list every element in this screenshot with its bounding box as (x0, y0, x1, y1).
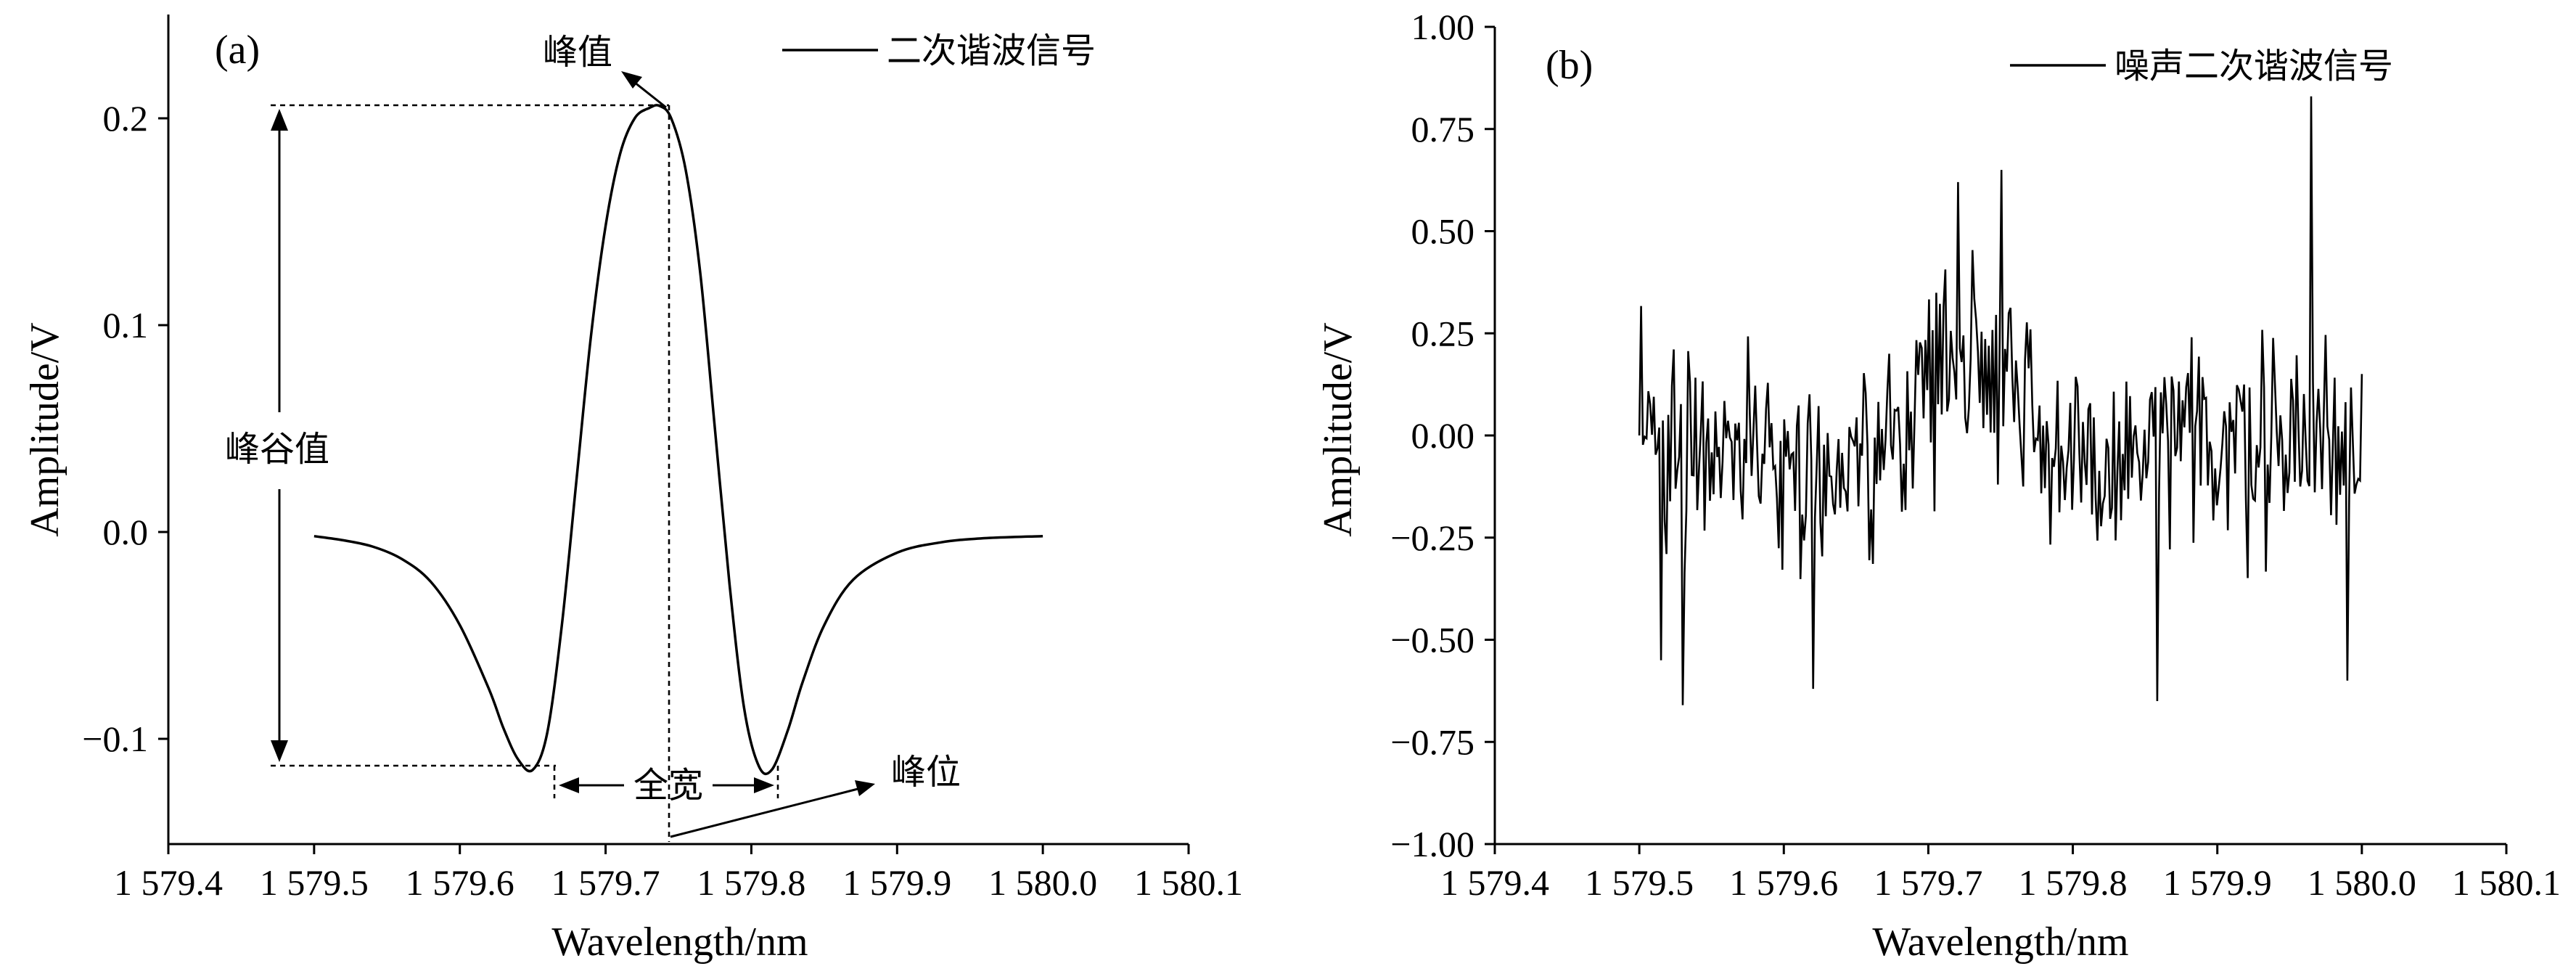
a-peak-position-arrow (670, 786, 864, 838)
b-x-tick-label: 1 579.6 (1729, 862, 1838, 903)
a-panel-label: (a) (215, 28, 260, 73)
b-y-tick-label: 1.00 (1411, 7, 1475, 47)
a-x-tick-label: 1 579.5 (260, 862, 369, 903)
a-legend-entry: 二次谐波信号 (887, 32, 1096, 70)
a-annotation-arrows (218, 71, 875, 838)
a-x-tick-label: 1 579.8 (697, 862, 805, 903)
b-y-tick-label: −0.25 (1390, 517, 1474, 558)
a-y-tick-label: 0.1 (103, 305, 149, 345)
a-y-tick-label: 0.2 (103, 98, 149, 139)
b-x-tick-label: 1 579.5 (1585, 862, 1694, 903)
a-full-width-annotation: 全宽 (633, 766, 703, 805)
a-x-tick-label: 1 579.6 (406, 862, 514, 903)
b-y-tick-label: −0.75 (1390, 721, 1474, 762)
chart-a: 1 579.4 1 579.5 1 579.6 1 579.7 1 579.8 1 579… (22, 15, 1243, 965)
b-x-tick-label: 1 579.4 (1440, 862, 1549, 903)
a-x-tick-label: 1 579.7 (551, 862, 660, 903)
a-x-tick-label: 1 580.0 (988, 862, 1097, 903)
a-y-tick-label: −0.1 (82, 719, 148, 759)
b-x-axis-label: Wavelength/nm (1872, 920, 2128, 965)
a-peak-position-annotation: 峰位 (891, 753, 961, 792)
a-x-tick-label: 1 579.4 (114, 862, 223, 903)
b-y-tick-label: −1.00 (1390, 824, 1474, 864)
a-ptv-arrowhead-down (271, 740, 288, 762)
b-x-tick-label: 1 580.0 (2308, 862, 2416, 903)
a-tick-labels: 1 579.4 1 579.5 1 579.6 1 579.7 1 579.8 1 579… (82, 98, 1243, 903)
a-y-axis-label: Amplitude/V (22, 322, 67, 537)
a-peak-position-arrowhead (855, 780, 875, 796)
b-y-tick-label: 0.00 (1411, 415, 1475, 456)
a-x-tick-label: 1 580.1 (1134, 862, 1243, 903)
b-tick-marks (1485, 25, 2508, 854)
a-tick-marks (158, 117, 1190, 854)
a-legend: 二次谐波信号 (782, 32, 1096, 70)
a-annotation-guides (271, 104, 779, 842)
a-peak-to-valley-annotation: 峰谷值 (225, 430, 329, 469)
a-ptv-label-bg (218, 412, 341, 489)
a-peak-arrow (631, 78, 667, 109)
b-x-tick-label: 1 579.7 (1874, 862, 1982, 903)
a-series-line (313, 104, 1043, 776)
a-peak-annotation: 峰值 (543, 33, 612, 72)
a-fw-arrowhead-right (754, 777, 774, 793)
b-y-tick-label: −0.50 (1390, 620, 1474, 660)
a-x-axis-label: Wavelength/nm (551, 920, 808, 965)
a-x-tick-label: 1 579.9 (842, 862, 951, 903)
a-peak-arrowhead (621, 71, 642, 89)
b-y-tick-label: 0.75 (1411, 109, 1475, 150)
a-ptv-arrowhead-up (271, 109, 288, 131)
b-x-tick-label: 1 579.9 (2163, 862, 2272, 903)
b-series-line (1638, 96, 2363, 705)
b-x-tick-label: 1 579.8 (2019, 862, 2128, 903)
b-legend-entry: 噪声二次谐波信号 (2114, 47, 2393, 86)
b-panel-label: (b) (1546, 43, 1593, 88)
b-x-tick-label: 1 580.1 (2452, 862, 2561, 903)
b-tick-labels: 1 579.4 1 579.5 1 579.6 1 579.7 1 579.8 1 579… (1390, 7, 2561, 903)
b-y-tick-label: 0.50 (1411, 211, 1475, 252)
b-legend: 噪声二次谐波信号 (2010, 47, 2393, 86)
a-fw-arrowhead-left (559, 777, 579, 793)
b-y-tick-label: 0.25 (1411, 313, 1475, 353)
a-y-tick-label: 0.0 (103, 512, 149, 552)
b-y-axis-label: Amplitude/V (1316, 322, 1361, 537)
chart-b: 1 579.4 1 579.5 1 579.6 1 579.7 1 579.8 1 579… (1316, 7, 2561, 965)
